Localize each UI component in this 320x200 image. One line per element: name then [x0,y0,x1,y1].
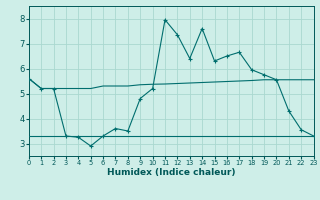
X-axis label: Humidex (Indice chaleur): Humidex (Indice chaleur) [107,168,236,177]
